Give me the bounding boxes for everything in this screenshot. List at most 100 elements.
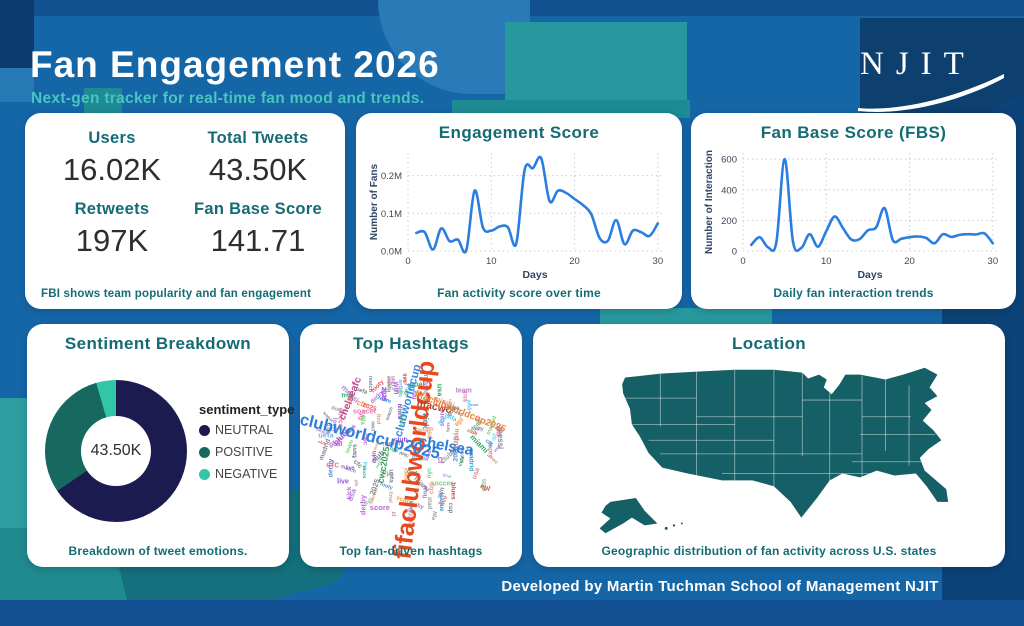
stat-users-value: 16.02K (62, 152, 162, 187)
page-subtitle: Next-gen tracker for real-time fan mood … (31, 90, 425, 107)
svg-text:Number of Fans: Number of Fans (369, 164, 380, 241)
noise-word: epl (478, 482, 491, 493)
stat-total-tweets-label: Total Tweets (207, 129, 309, 147)
svg-text:0: 0 (740, 256, 745, 267)
noise-word: match (382, 440, 403, 448)
hashtags-card: Top Hashtags fifa cwc match goal fans club cup… (298, 324, 522, 567)
sentiment-title: Sentiment Breakdown (64, 334, 252, 353)
noise-word: blues (443, 406, 460, 413)
fbs-chart: 0 200 400 600 0 10 20 30 Days Number of Interacti… (691, 143, 1016, 289)
us-map-continental (599, 367, 949, 534)
stat-fan-base-score-value: 141.71 (210, 223, 306, 258)
noise-word: match (384, 406, 395, 422)
noise-word: club (316, 438, 327, 447)
hashtag-word: cfc (326, 459, 340, 470)
us-map-alaska (599, 497, 658, 534)
noise-word: stad (470, 401, 479, 407)
noise-word: team (455, 387, 472, 395)
legend-dot-icon (199, 468, 210, 480)
noise-word: stad (425, 496, 432, 510)
svg-text:0.0M: 0.0M (381, 247, 402, 258)
noise-word: cl (392, 449, 397, 455)
svg-text:20: 20 (904, 256, 915, 267)
noise-word: goal (329, 441, 343, 449)
engagement-score-caption: Fan activity score over time (437, 286, 601, 300)
noise-word: score (361, 465, 367, 479)
noise-word: epl (353, 479, 359, 486)
sentiment-caption: Breakdown of tweet emotions. (68, 544, 248, 558)
stat-fan-base-score: Fan Base Score 141.71 (185, 200, 331, 259)
location-card: Location (533, 324, 1005, 567)
njit-logo-text: NJIT (860, 46, 976, 82)
noise-word: soccer (430, 480, 454, 488)
noise-word: cwc (487, 454, 500, 467)
noise-word: club (393, 436, 408, 444)
svg-text:400: 400 (721, 185, 737, 196)
stat-retweets-value: 197K (75, 223, 149, 258)
noise-word: fans (445, 422, 451, 433)
location-caption: Geographic distribution of fan activity … (601, 544, 937, 558)
noise-word: kick (345, 487, 353, 500)
svg-text:10: 10 (486, 256, 497, 267)
stat-total-tweets: Total Tweets 43.50K (185, 129, 331, 188)
sentiment-card: Sentiment Breakdown 43.50K sentiment_typ… (27, 324, 294, 567)
bg-teal-strip-row2 (600, 308, 772, 324)
noise-word: cfc (490, 432, 497, 441)
legend-title: sentiment_type (199, 402, 295, 417)
hashtags-title: Top Hashtags (353, 334, 469, 353)
stat-retweets-label: Retweets (74, 200, 150, 218)
noise-word: fans (415, 426, 429, 434)
sentiment-donut: 43.50K (45, 380, 187, 522)
fbs-title: Fan Base Score (FBS) (760, 123, 947, 142)
noise-word: live (345, 465, 355, 472)
noise-word: footy (471, 426, 484, 433)
svg-text:0: 0 (405, 256, 410, 267)
noise-word: nyc (426, 467, 434, 479)
page-title: Fan Engagement 2026 (30, 44, 440, 85)
bg-navy-topleft (0, 0, 34, 70)
njit-logo: NJIT (852, 40, 1016, 112)
legend-dot-icon (199, 424, 210, 436)
footer-credit: Developed by Martin Tuchman School of Ma… (501, 578, 939, 595)
svg-text:Days: Days (857, 269, 882, 281)
noise-word: goal (409, 379, 425, 389)
fbs-caption: Daily fan interaction trends (773, 286, 934, 300)
svg-text:0.1M: 0.1M (381, 209, 402, 220)
noise-word: cwc (386, 377, 393, 388)
svg-text:20: 20 (569, 256, 580, 267)
noise-word: score (369, 503, 391, 513)
njit-swoosh-icon (858, 74, 1004, 112)
svg-text:200: 200 (721, 216, 737, 227)
bg-bottom-band (0, 600, 1024, 626)
donut-ring: 43.50K (45, 380, 187, 522)
svg-text:0.2M: 0.2M (381, 171, 402, 182)
state-borders (623, 369, 936, 489)
stats-grid: Users 16.02K Total Tweets 43.50K Retweet… (25, 113, 345, 259)
engagement-score-title: Engagement Score (438, 123, 600, 142)
noise-word: final (341, 392, 354, 399)
stats-card: Users 16.02K Total Tweets 43.50K Retweet… (25, 113, 345, 309)
stat-users: Users 16.02K (39, 129, 185, 188)
donut-center-label: 43.50K (81, 416, 151, 486)
noise-word: live (337, 478, 349, 486)
engagement-score-card: Engagement Score 0.0M 0.1M 0.2M 0 10 20 30 Days… (356, 113, 682, 309)
stat-users-label: Users (88, 129, 136, 147)
svg-text:0: 0 (731, 247, 736, 258)
us-map (599, 367, 949, 534)
hashtag-wordcloud: fifa cwc match goal fans club cup final team win u… (298, 359, 514, 561)
noise-word: goal (442, 471, 452, 480)
noise-word: final (386, 491, 393, 503)
svg-text:30: 30 (653, 256, 664, 267)
svg-text:30: 30 (987, 256, 998, 267)
noise-word: psg (376, 413, 383, 425)
bg-lightblue-topleft (0, 68, 34, 102)
svg-text:600: 600 (721, 155, 737, 166)
noise-word: win (388, 440, 397, 446)
noise-word: kick (411, 453, 427, 463)
sentiment-legend: sentiment_type NEUTRAL POSITIVE NEGATIVE (199, 402, 294, 489)
hashtags-caption: Top fan-driven hashtags (339, 544, 483, 558)
legend-item-neutral: NEUTRAL (199, 423, 294, 437)
noise-word: cup (446, 502, 453, 514)
stat-total-tweets-value: 43.50K (208, 152, 308, 187)
